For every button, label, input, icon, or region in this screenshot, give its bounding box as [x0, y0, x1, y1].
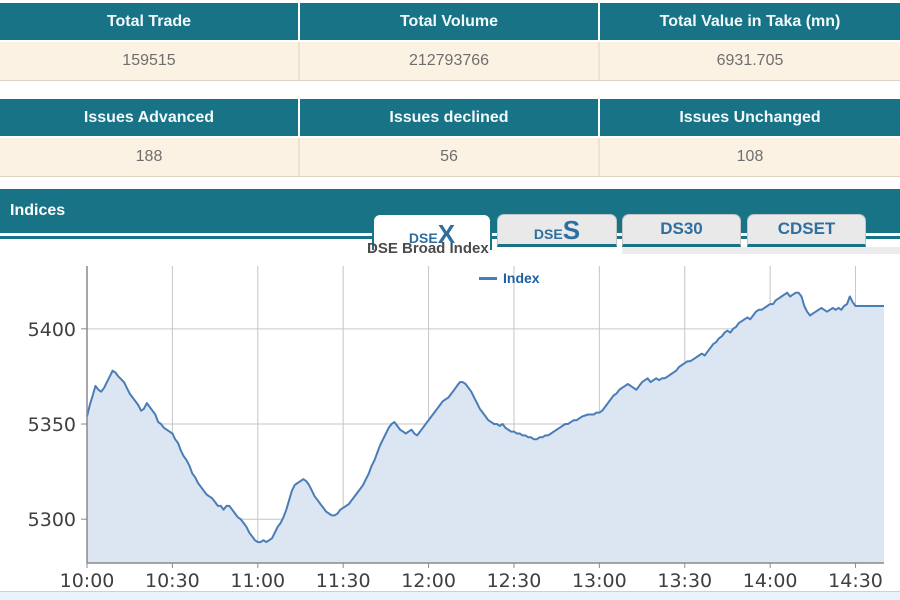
chart-title: DSE Broad Index: [367, 240, 489, 257]
tab-dses-label-small: DSE: [533, 226, 563, 242]
tab-dses-label: DSES: [534, 217, 580, 243]
index-area-chart[interactable]: 10:00 10:30 11:00 11:30 12:00 12:30 13:00 13:30…: [0, 260, 900, 593]
x-axis-label: 14:00: [743, 570, 798, 592]
tab-dses[interactable]: DSES: [497, 214, 617, 247]
tab-ds30-label: DS30: [660, 220, 703, 238]
tab-shadow-strip: [622, 247, 900, 254]
legend-line-marker-icon: [479, 276, 497, 280]
summary-table-issues-values: 188 56 108: [0, 136, 900, 177]
value-issues-unchanged: 108: [736, 148, 764, 165]
tab-dsex-label-big: X: [437, 219, 456, 249]
header-total-trade: Total Trade: [0, 3, 300, 40]
summary-table-trade-values: 159515 212793766 6931.705: [0, 40, 900, 81]
header-total-value: Total Value in Taka (mn): [659, 12, 841, 30]
x-axis-label: 10:30: [145, 570, 200, 592]
tab-dsex-label: DSEX: [409, 221, 455, 247]
tab-cdset-label-text: CDSET: [777, 219, 836, 238]
tab-dsex-label-small: DSE: [408, 230, 438, 246]
legend-series-label: Index: [503, 270, 540, 286]
value-issues-advanced: 188: [0, 138, 300, 176]
chart-legend[interactable]: Index: [479, 270, 540, 286]
x-axis-label: 11:00: [230, 570, 285, 592]
header-issues-advanced: Issues Advanced: [0, 99, 300, 136]
summary-table-trade-header: Total Trade Total Volume Total Value in …: [0, 3, 900, 40]
tab-ds30[interactable]: DS30: [622, 214, 741, 247]
index-series-line: [86, 291, 884, 544]
value-issues-declined: 56: [300, 138, 600, 176]
x-axis-label: 11:30: [316, 570, 371, 592]
indices-section-title: Indices: [10, 202, 66, 219]
y-axis-label: 5300: [28, 509, 76, 531]
x-axis-label: 12:30: [487, 570, 542, 592]
x-axis-label: 14:30: [828, 570, 883, 592]
footer-strip: [0, 591, 900, 600]
tab-cdset[interactable]: CDSET: [747, 214, 866, 247]
x-axis-label: 12:00: [401, 570, 456, 592]
value-total-volume: 212793766: [300, 42, 600, 80]
header-issues-declined: Issues declined: [300, 99, 600, 136]
tab-ds30-label-text: DS30: [660, 219, 703, 238]
value-total-value: 6931.705: [716, 52, 784, 69]
header-total-volume: Total Volume: [300, 3, 600, 40]
tab-cdset-label: CDSET: [778, 220, 836, 238]
y-axis-label: 5350: [28, 414, 76, 436]
tab-dsex[interactable]: DSEX: [372, 213, 492, 250]
header-issues-unchanged: Issues Unchanged: [679, 108, 821, 126]
summary-table-issues-header: Issues Advanced Issues declined Issues U…: [0, 99, 900, 136]
x-axis-label: 13:30: [657, 570, 712, 592]
tab-dses-label-big: S: [562, 215, 581, 245]
summary-table-issues: Issues Advanced Issues declined Issues U…: [0, 99, 900, 177]
x-axis-label: 10:00: [60, 570, 115, 592]
value-total-trade: 159515: [0, 42, 300, 80]
index-series-area: [87, 292, 884, 563]
y-axis-label: 5400: [28, 319, 76, 341]
summary-table-trade: Total Trade Total Volume Total Value in …: [0, 3, 900, 81]
x-axis-label: 13:00: [572, 570, 627, 592]
